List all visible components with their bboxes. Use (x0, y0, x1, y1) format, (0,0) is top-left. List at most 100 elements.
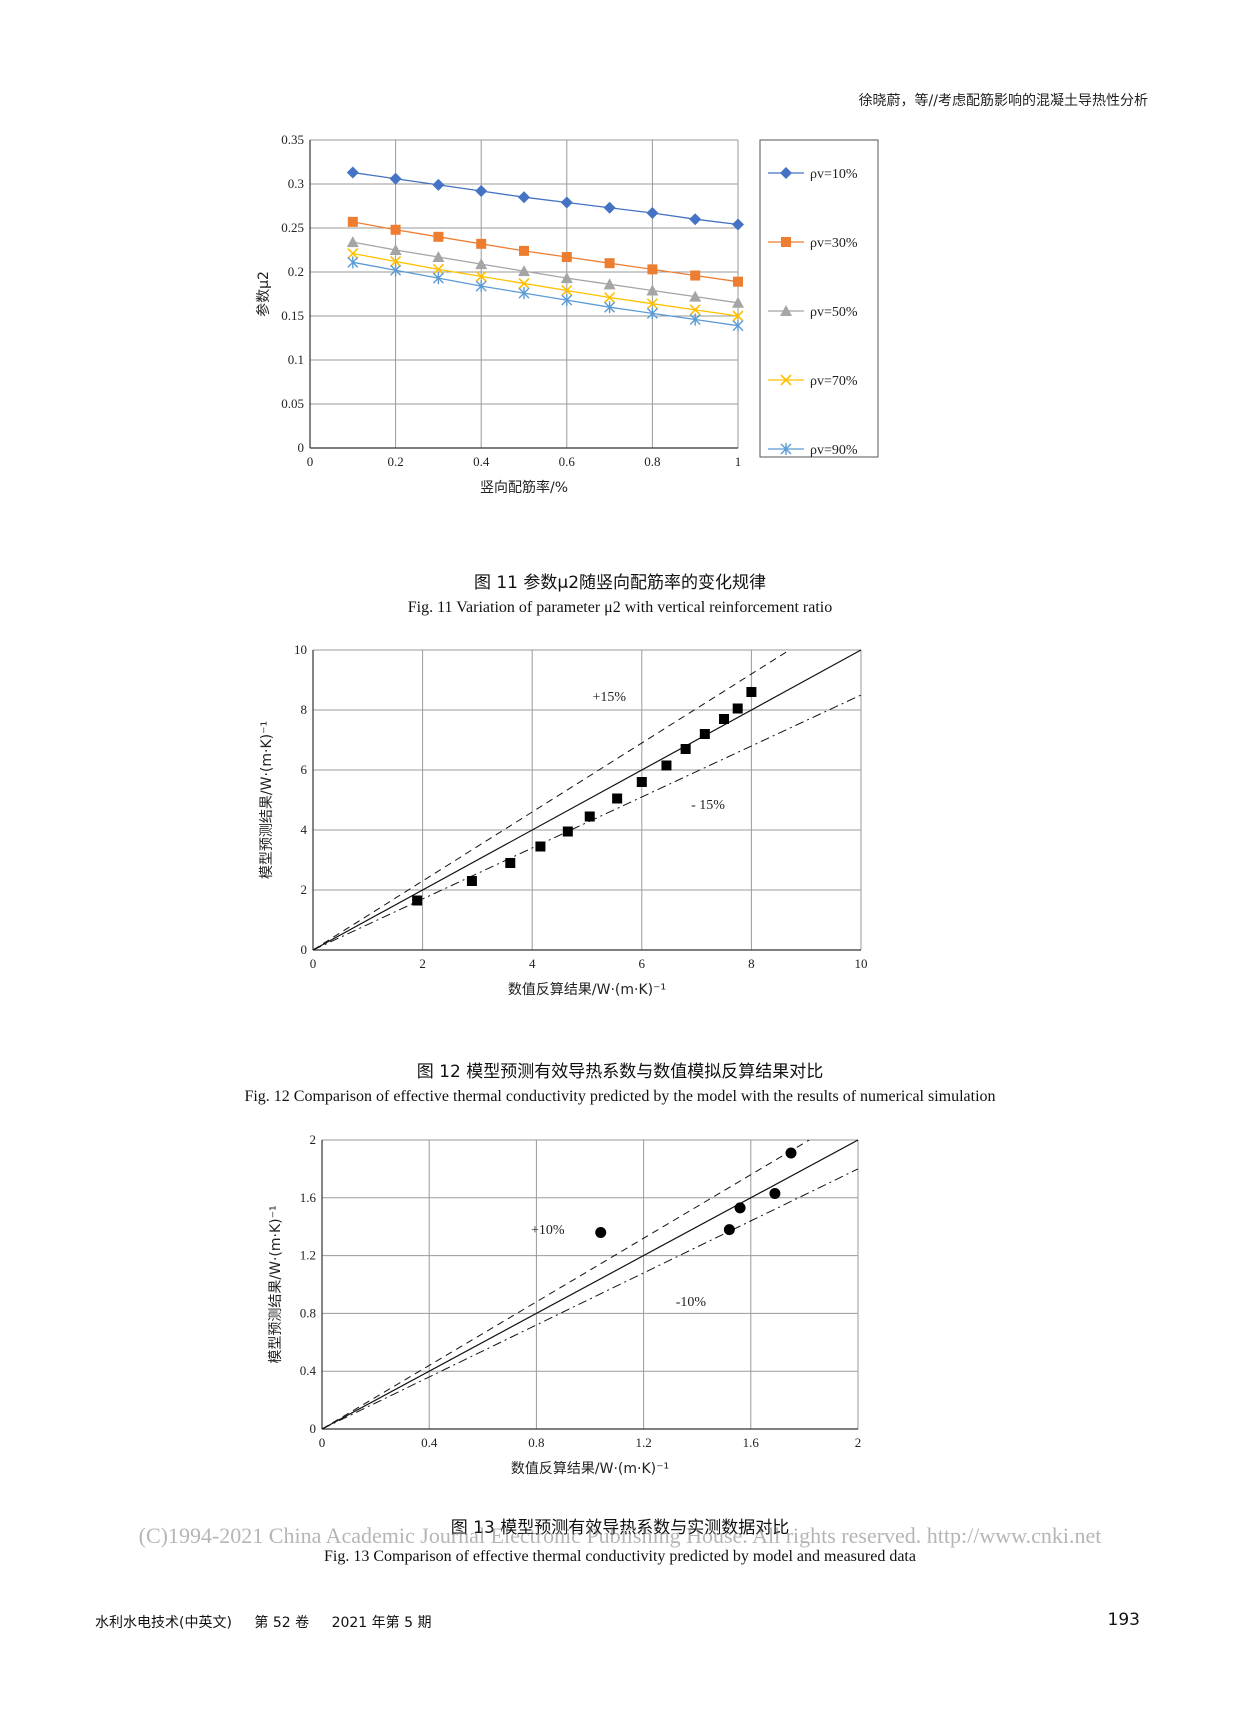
data-point (733, 276, 743, 287)
data-point (769, 1187, 781, 1199)
y-tick-label: 0 (298, 440, 305, 455)
figure-12-caption-en: Fig. 12 Comparison of effective thermal … (244, 1088, 996, 1105)
y-tick-label: 6 (301, 762, 308, 777)
y-tick-label: 0.4 (300, 1363, 317, 1378)
series-line (352, 221, 739, 283)
page-number: 193 (1107, 1610, 1140, 1630)
data-point (604, 301, 616, 314)
y-axis-label: 模型预测结果/W·(m·K)⁻¹ (259, 721, 275, 879)
legend-label: ρv=10% (810, 167, 858, 182)
marker-stroke (518, 277, 530, 290)
data-point (390, 264, 402, 277)
data-point (746, 687, 757, 697)
figure-12-svg: 0 2 4 6 8 10 0 2 4 6 8 10 数值反算结果/W·(m·K)⁻¹ 模型预测结果/W·(… (259, 642, 868, 998)
y-tick-label: 2 (301, 882, 308, 897)
figure-13-caption-cn: 图 13 模型预测有效导热系数与实测数据对比 (450, 1518, 790, 1538)
x-axis-label: 竖向配筋率/% (480, 479, 568, 496)
data-point (561, 252, 572, 263)
figure-11-caption-cn: 图 11 参数μ2随竖向配筋率的变化规律 (473, 573, 767, 593)
x-tick-label: 0.4 (421, 1435, 438, 1450)
figure-12-caption-cn: 图 12 模型预测有效导热系数与数值模拟反算结果对比 (416, 1062, 824, 1082)
y-tick-label: 4 (301, 822, 308, 837)
y-tick-label: 0 (301, 942, 308, 957)
series-line (352, 252, 739, 317)
data-point (732, 218, 744, 231)
legend-marker (780, 305, 792, 316)
x-tick-label: 0 (319, 1435, 326, 1450)
reference-line (312, 649, 790, 951)
series-line (352, 241, 739, 304)
x-tick-label: 6 (639, 956, 646, 971)
reference-line-label: - 15% (691, 798, 725, 813)
figure-13-svg: 0 0.4 0.8 1.2 1.6 2 0 0.4 0.8 1.2 1.6 2 数值反算结果/W·(m·… (268, 1132, 862, 1477)
legend-marker (780, 374, 792, 386)
x-tick-label: 0.4 (473, 454, 490, 469)
y-tick-label: 1.6 (300, 1190, 317, 1205)
data-point (785, 1147, 797, 1159)
data-point (689, 313, 701, 326)
legend-marker (780, 443, 792, 455)
data-point (476, 238, 487, 249)
data-point (475, 185, 488, 198)
y-tick-label: 0.3 (288, 176, 304, 191)
y-axis-label: 模型预测结果/W·(m·K)⁻¹ (268, 1205, 284, 1363)
data-point (689, 304, 701, 316)
y-tick-label: 0 (310, 1421, 317, 1436)
y-tick-label: 10 (294, 642, 307, 657)
legend-label: ρv=90% (810, 443, 858, 458)
data-point (646, 207, 659, 220)
data-point (723, 1224, 735, 1236)
legend-marker (780, 167, 792, 179)
data-point (646, 307, 658, 320)
legend-label: ρv=50% (810, 305, 858, 320)
y-tick-label: 0.2 (288, 264, 304, 279)
data-point (432, 263, 444, 275)
journal-footer: 水利水电技术(中英文) 第 52 卷 2021 年第 5 期 (95, 1612, 449, 1632)
data-point (595, 1226, 607, 1238)
x-tick-label: 2 (855, 1435, 862, 1450)
legend-label: ρv=30% (810, 236, 858, 251)
data-point (636, 777, 647, 787)
data-point (604, 291, 616, 304)
x-tick-label: 1.2 (635, 1435, 651, 1450)
y-axis-label: 参数μ2 (255, 271, 272, 317)
data-point (432, 251, 445, 263)
y-tick-label: 8 (301, 702, 308, 717)
marker-stroke (604, 291, 616, 304)
x-tick-label: 2 (419, 956, 426, 971)
data-point (661, 760, 672, 771)
data-point (734, 1202, 746, 1214)
data-point (584, 811, 595, 822)
marker-stroke (432, 263, 444, 275)
reference-line (312, 649, 862, 951)
journal-volume: 第 52 卷 (254, 1615, 310, 1631)
x-tick-label: 1 (735, 454, 742, 469)
data-point (732, 296, 744, 308)
data-point (518, 277, 530, 290)
marker-stroke (646, 298, 658, 310)
data-point (732, 703, 743, 714)
data-point (680, 744, 691, 754)
running-title: 徐晓蔚，等//考虑配筋影响的混凝土导热性分析 (858, 93, 1148, 109)
reference-line-label: +15% (592, 690, 626, 705)
data-point (412, 895, 423, 906)
legend-box (759, 139, 879, 458)
data-point (689, 290, 702, 302)
data-point (390, 224, 401, 235)
data-point (646, 298, 658, 310)
data-point (390, 255, 402, 268)
figure-11-chart: 0 0.2 0.4 0.6 0.8 1 0 0.05 0.1 0.15 0.2 0.25 0.3 0.35… (255, 132, 970, 560)
data-point (719, 714, 729, 724)
series-line (352, 171, 739, 226)
figure-12-chart: 0 2 4 6 8 10 0 2 4 6 8 10 数值反算结果/W·(m·K)⁻¹ 模型预测结果/W·(… (259, 642, 970, 1050)
data-point (433, 231, 444, 242)
y-tick-label: 2 (310, 1132, 317, 1147)
x-tick-label: 4 (529, 956, 536, 971)
x-tick-label: 0 (307, 454, 314, 469)
y-tick-label: 0.1 (288, 352, 304, 367)
data-point (389, 244, 402, 255)
data-point (732, 319, 744, 332)
x-tick-label: 0.6 (559, 454, 576, 469)
reference-line-label: -10% (676, 1295, 707, 1310)
reference-line (321, 1139, 810, 1430)
